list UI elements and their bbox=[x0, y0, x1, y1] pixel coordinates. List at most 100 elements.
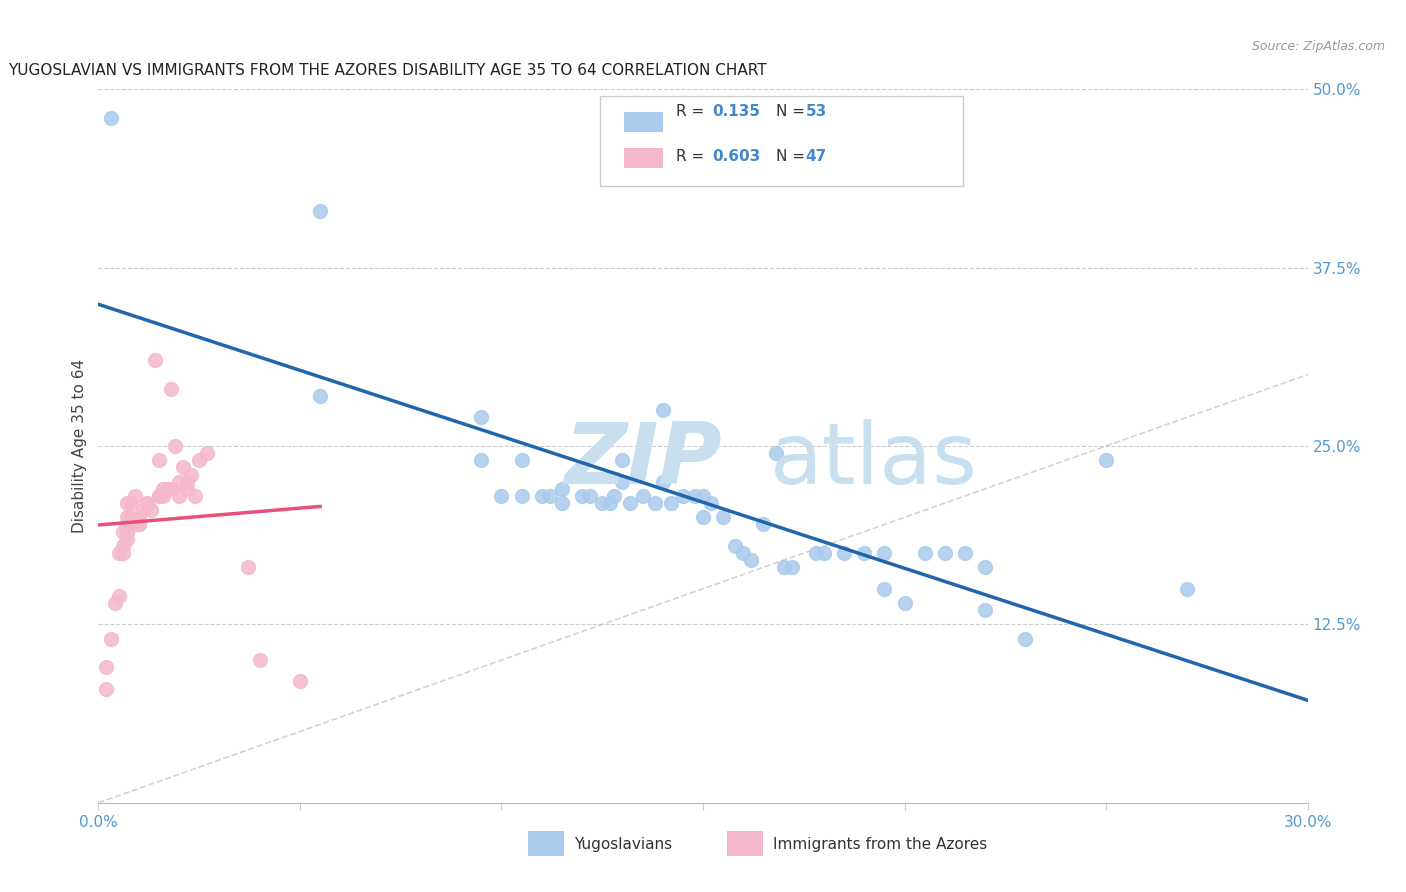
Point bbox=[184, 489, 207, 503]
Point bbox=[167, 475, 190, 489]
Point bbox=[651, 403, 673, 417]
Point bbox=[107, 546, 129, 560]
Text: Immigrants from the Azores: Immigrants from the Azores bbox=[773, 837, 987, 852]
Point bbox=[107, 589, 129, 603]
Point bbox=[914, 546, 936, 560]
Point bbox=[139, 503, 162, 517]
Point bbox=[683, 489, 706, 503]
Point bbox=[644, 496, 666, 510]
Point bbox=[551, 496, 574, 510]
Point bbox=[124, 517, 146, 532]
Point bbox=[692, 489, 714, 503]
Point bbox=[103, 596, 125, 610]
Point bbox=[873, 582, 896, 596]
Point bbox=[135, 496, 157, 510]
Point bbox=[804, 546, 827, 560]
Point bbox=[148, 453, 170, 467]
FancyBboxPatch shape bbox=[600, 96, 963, 186]
Point bbox=[538, 489, 561, 503]
Point bbox=[124, 489, 146, 503]
Point bbox=[115, 532, 138, 546]
Point bbox=[651, 475, 673, 489]
Point bbox=[612, 475, 634, 489]
Point bbox=[752, 517, 775, 532]
Point bbox=[132, 503, 155, 517]
Point bbox=[309, 389, 332, 403]
FancyBboxPatch shape bbox=[624, 112, 664, 132]
Point bbox=[115, 517, 138, 532]
Point bbox=[143, 353, 166, 368]
Point bbox=[579, 489, 602, 503]
Point bbox=[167, 489, 190, 503]
Text: 47: 47 bbox=[806, 150, 827, 164]
Point bbox=[111, 546, 134, 560]
Point bbox=[813, 546, 835, 560]
Point bbox=[111, 524, 134, 539]
Point bbox=[96, 660, 118, 674]
Point bbox=[672, 489, 695, 503]
Point bbox=[571, 489, 593, 503]
Point bbox=[288, 674, 311, 689]
Point bbox=[148, 489, 170, 503]
Point bbox=[470, 453, 492, 467]
Point bbox=[873, 546, 896, 560]
Point bbox=[115, 496, 138, 510]
Point bbox=[631, 489, 654, 503]
Point bbox=[612, 453, 634, 467]
Text: Yugoslavians: Yugoslavians bbox=[574, 837, 672, 852]
Point bbox=[135, 496, 157, 510]
Point bbox=[156, 482, 179, 496]
Point bbox=[1014, 632, 1036, 646]
Point bbox=[1095, 453, 1118, 467]
FancyBboxPatch shape bbox=[624, 148, 664, 168]
Point bbox=[128, 517, 150, 532]
FancyBboxPatch shape bbox=[727, 831, 763, 856]
Point bbox=[160, 382, 183, 396]
Point bbox=[953, 546, 976, 560]
Point bbox=[510, 489, 533, 503]
Point bbox=[96, 681, 118, 696]
Point bbox=[772, 560, 794, 574]
Point bbox=[893, 596, 915, 610]
Point bbox=[659, 496, 682, 510]
FancyBboxPatch shape bbox=[527, 831, 564, 856]
Point bbox=[176, 482, 198, 496]
Text: R =: R = bbox=[676, 150, 704, 164]
Point bbox=[152, 489, 174, 503]
Text: YUGOSLAVIAN VS IMMIGRANTS FROM THE AZORES DISABILITY AGE 35 TO 64 CORRELATION CH: YUGOSLAVIAN VS IMMIGRANTS FROM THE AZORE… bbox=[8, 63, 766, 78]
Point bbox=[551, 482, 574, 496]
Point bbox=[172, 460, 194, 475]
Point bbox=[780, 560, 803, 574]
Point bbox=[974, 560, 997, 574]
Point bbox=[128, 517, 150, 532]
Point bbox=[853, 546, 876, 560]
Point bbox=[619, 496, 641, 510]
Point bbox=[934, 546, 956, 560]
Point bbox=[510, 453, 533, 467]
Point bbox=[740, 553, 762, 567]
Point bbox=[309, 203, 332, 218]
Point bbox=[115, 510, 138, 524]
Text: Source: ZipAtlas.com: Source: ZipAtlas.com bbox=[1251, 40, 1385, 54]
Point bbox=[180, 467, 202, 482]
Point bbox=[120, 510, 142, 524]
Point bbox=[100, 632, 122, 646]
Text: N =: N = bbox=[776, 103, 804, 119]
Point bbox=[195, 446, 218, 460]
Point bbox=[530, 489, 553, 503]
Point bbox=[1175, 582, 1198, 596]
Text: 53: 53 bbox=[806, 103, 827, 119]
Point bbox=[470, 410, 492, 425]
Point bbox=[176, 475, 198, 489]
Point bbox=[491, 489, 513, 503]
Point bbox=[249, 653, 271, 667]
Point bbox=[700, 496, 723, 510]
Y-axis label: Disability Age 35 to 64: Disability Age 35 to 64 bbox=[72, 359, 87, 533]
Point bbox=[148, 489, 170, 503]
Point bbox=[765, 446, 787, 460]
Point bbox=[120, 496, 142, 510]
Point bbox=[832, 546, 855, 560]
Point bbox=[115, 524, 138, 539]
Text: N =: N = bbox=[776, 150, 804, 164]
Text: R =: R = bbox=[676, 103, 704, 119]
